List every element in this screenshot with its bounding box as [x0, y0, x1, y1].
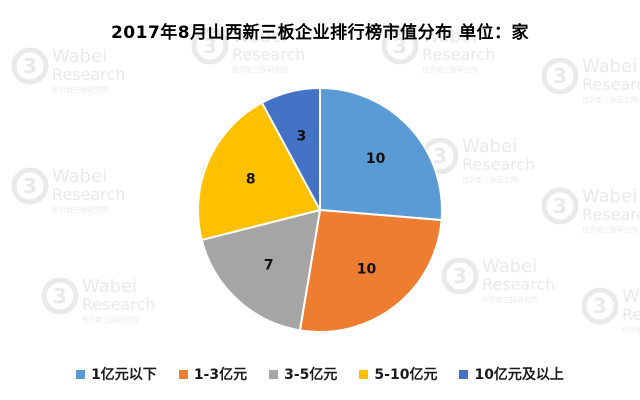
legend-swatch: [178, 369, 188, 379]
legend-item: 5-10亿元: [359, 364, 437, 384]
legend-swatch: [459, 369, 469, 379]
pie-slice: [298, 208, 443, 333]
chart-title: 2017年8月山西新三板企业排行榜市值分布 单位：家: [110, 23, 530, 43]
legend-label: 1亿元以下: [91, 367, 157, 383]
legend-swatch: [269, 369, 279, 379]
legend-swatch: [359, 369, 369, 379]
data-label: 8: [246, 172, 256, 188]
legend: 1亿元以下 1-3亿元 3-5亿元 5-10亿元 10亿元及以上: [0, 364, 640, 384]
legend-label: 1-3亿元: [193, 367, 248, 383]
pie-slice: [197, 101, 322, 242]
data-label: 10: [366, 151, 386, 167]
legend-item: 10亿元及以上: [459, 364, 564, 384]
data-label: 10: [357, 262, 377, 278]
legend-item: 1亿元以下: [76, 364, 157, 384]
data-label: 3: [297, 129, 307, 145]
legend-label: 5-10亿元: [374, 367, 438, 383]
legend-item: 1-3亿元: [178, 364, 248, 384]
pie-slice: [319, 86, 443, 222]
legend-item: 3-5亿元: [269, 364, 337, 384]
legend-label: 3-5亿元: [284, 367, 338, 383]
pie-slice: [200, 208, 322, 332]
data-label: 7: [264, 258, 274, 274]
legend-swatch: [76, 369, 86, 379]
pie-slice: [260, 86, 321, 211]
legend-label: 10亿元及以上: [474, 367, 564, 383]
